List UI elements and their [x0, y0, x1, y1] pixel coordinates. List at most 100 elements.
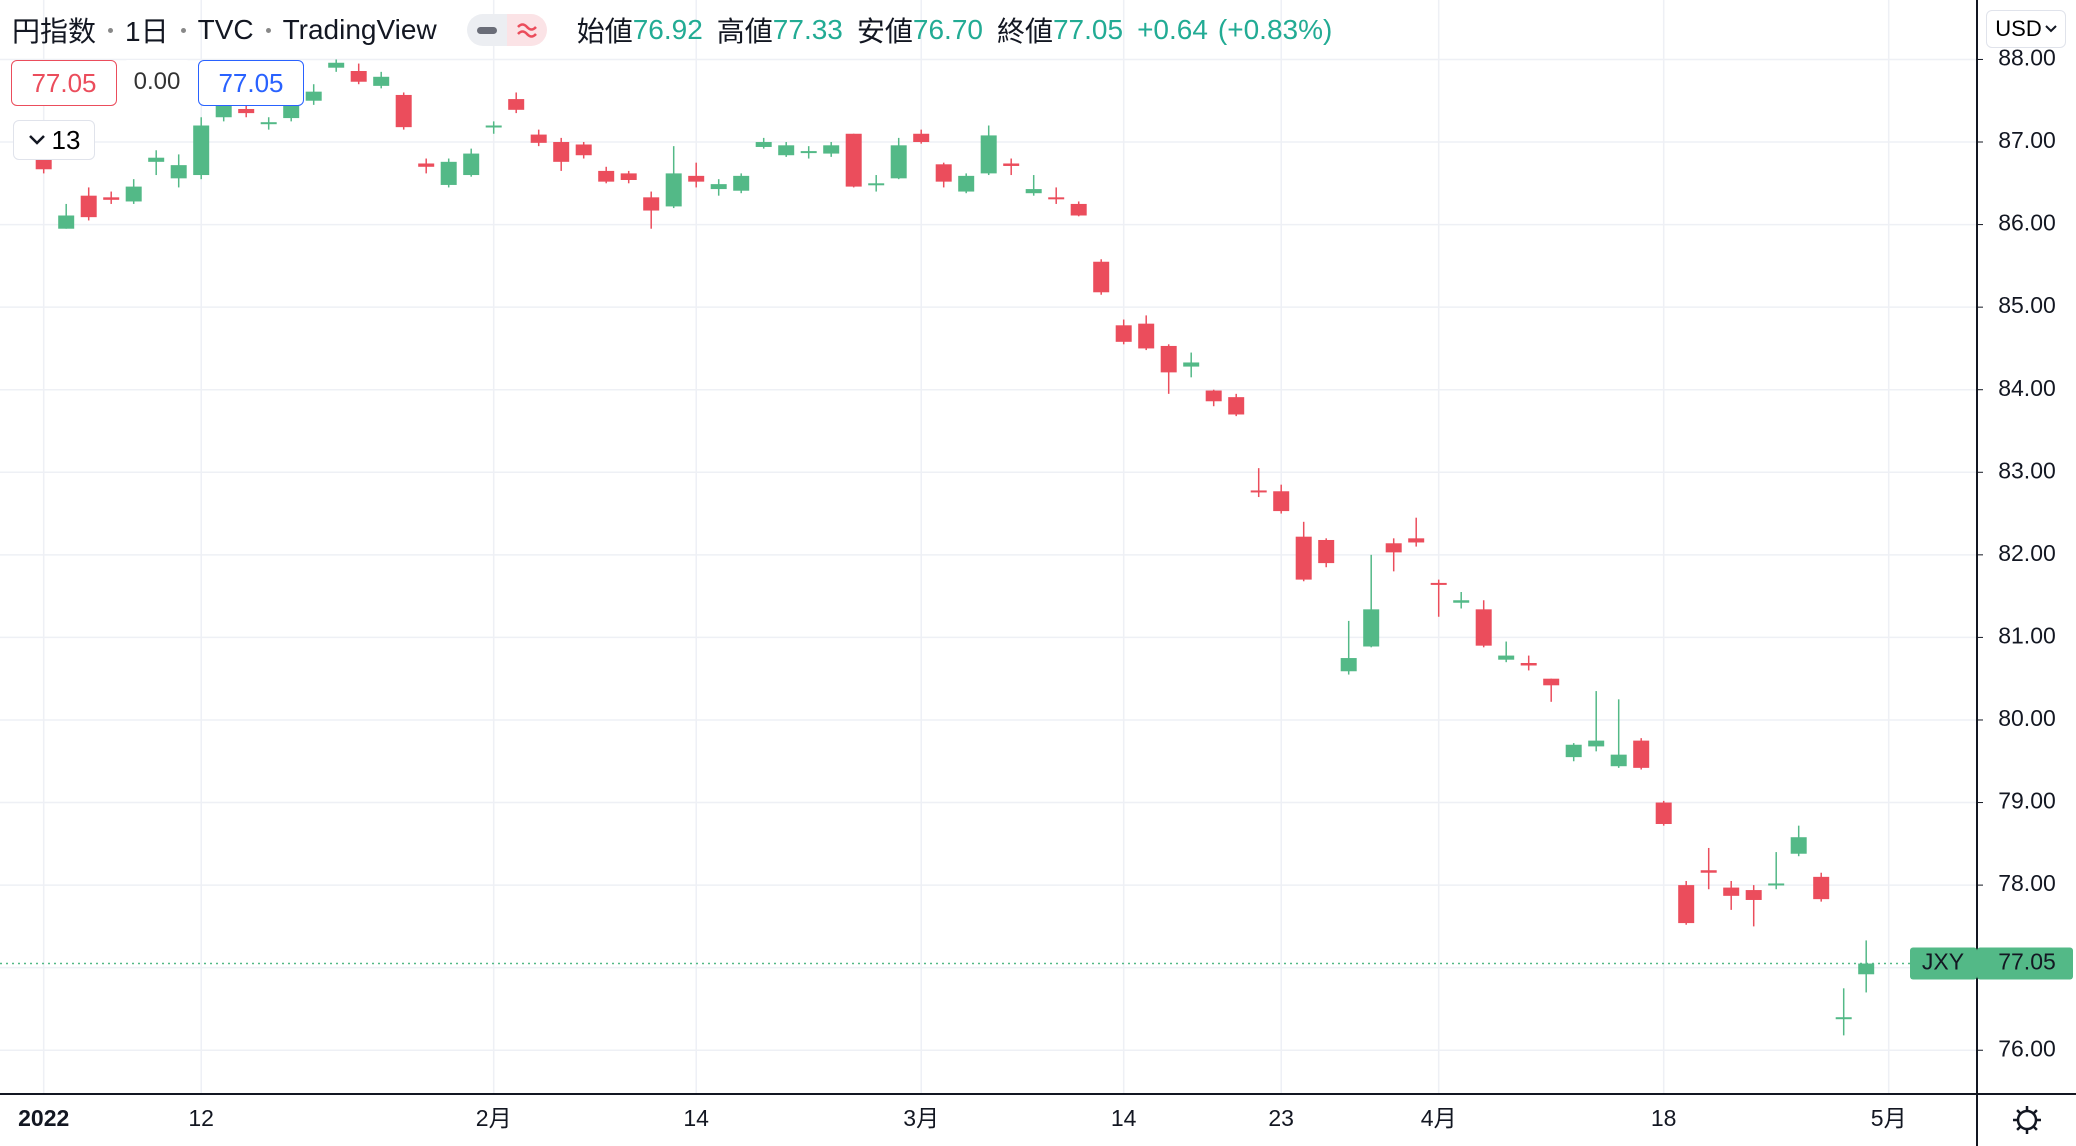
candle-body: [193, 125, 210, 176]
settings-button[interactable]: [2013, 1106, 2041, 1134]
indicator-count: 13: [51, 124, 81, 155]
y-tick-label: 80.00: [1998, 705, 2056, 731]
candle-body: [913, 133, 930, 143]
x-tick-label: 18: [1651, 1105, 1677, 1131]
ohlc-label: 安値: [856, 16, 913, 47]
candle-body: [1475, 609, 1492, 646]
candle-body: [665, 173, 682, 207]
candle-body: [463, 153, 480, 176]
compare-button[interactable]: [506, 14, 547, 46]
currency: USD: [1995, 16, 2042, 41]
header: 円指数 1日 TVC TradingView 始値 76.92 高値 77.33 安…: [12, 10, 1332, 50]
candle-body: [845, 133, 862, 187]
y-tick-label: 81.00: [1998, 622, 2056, 648]
icon: [516, 23, 537, 38]
candle-body: [1768, 883, 1785, 886]
y-tick-label: 88.00: [1998, 45, 2056, 71]
hide-button[interactable]: [466, 14, 507, 46]
ohlc-value: 76.70: [912, 14, 983, 45]
candle-body: [778, 145, 795, 156]
candle-body: [305, 91, 322, 101]
change-percent: (+0.83%): [1217, 14, 1333, 45]
separator: [108, 27, 114, 33]
currency-button[interactable]: USD: [1986, 10, 2066, 48]
candle-body: [1543, 678, 1560, 686]
ohlc-value: 77.33: [772, 14, 843, 45]
candle-body: [1183, 362, 1200, 367]
gear-icon: [2016, 1109, 2038, 1131]
candle-body: [1115, 325, 1132, 342]
y-tick-label: 87.00: [1998, 127, 2056, 153]
chevron: [28, 135, 45, 145]
candle-body: [553, 142, 570, 162]
candle-body: [688, 175, 705, 182]
candle-body: [508, 99, 525, 110]
candle-body: [58, 215, 75, 229]
symbol[interactable]: 円指数: [12, 16, 97, 47]
y-tick-label: 76.00: [1998, 1035, 2056, 1061]
gear-tooth: [2032, 1125, 2038, 1131]
gear-tooth: [2016, 1125, 2022, 1131]
x-tick-label: 23: [1268, 1105, 1294, 1131]
spread: 0.00: [122, 60, 192, 104]
x-tick-label: 12: [188, 1105, 214, 1131]
icon: [476, 26, 497, 34]
interval[interactable]: 1日: [125, 16, 169, 47]
candle-body: [395, 94, 412, 128]
candle-body: [1790, 837, 1807, 854]
candle-body: [1633, 740, 1650, 768]
candle-body: [935, 164, 952, 182]
candle-body: [755, 142, 772, 147]
candle-body: [710, 184, 727, 190]
candle-body: [575, 144, 592, 156]
gear-tooth: [2032, 1109, 2038, 1115]
y-tick-label: 84.00: [1998, 375, 2056, 401]
ohlc-label: 始値: [576, 16, 633, 47]
y-tick-label: 79.00: [1998, 788, 2056, 814]
candle-body: [1363, 609, 1380, 647]
candle-body: [1003, 163, 1020, 166]
candle-body: [1588, 740, 1605, 747]
ohlc-value: 77.05: [1052, 14, 1124, 45]
sell-button[interactable]: 77.05: [11, 60, 117, 106]
candle-body: [1498, 655, 1515, 660]
candle-body: [1813, 876, 1830, 900]
gear-tooth: [2016, 1109, 2022, 1115]
candle-body: [1295, 536, 1312, 580]
y-tick-label: 85.00: [1998, 292, 2056, 318]
candle-body: [260, 122, 277, 125]
symbol-tag-bg: [1910, 947, 1977, 980]
candle-body: [890, 145, 907, 179]
candle-body: [485, 125, 502, 128]
candle-body: [283, 103, 300, 119]
candle-body: [1610, 754, 1627, 767]
candle-body: [980, 135, 997, 174]
candle-body: [1340, 658, 1357, 672]
x-tick-label: 2022: [18, 1105, 69, 1131]
candle-body: [170, 165, 187, 179]
candle-body: [440, 161, 457, 185]
candle-body: [418, 163, 435, 167]
candle-body: [1565, 744, 1582, 758]
candle-body: [350, 71, 367, 82]
candle-body: [1205, 390, 1222, 402]
candle-body: [1835, 1017, 1852, 1020]
indicator-toggle[interactable]: 13: [13, 120, 95, 160]
price-tag-bg: [1977, 947, 2073, 980]
candle-body: [1520, 663, 1537, 666]
candle-body: [1093, 261, 1110, 293]
candle-body: [1858, 963, 1875, 975]
candle-body: [620, 173, 637, 180]
candle-body: [238, 108, 255, 114]
toggle[interactable]: [466, 14, 547, 46]
ohlc-label: 終値: [996, 16, 1053, 47]
y-tick-label: 83.00: [1998, 457, 2056, 483]
candle-body: [1408, 538, 1425, 543]
buy-button[interactable]: 77.05: [198, 60, 304, 106]
candle-body: [1385, 543, 1402, 553]
change: +0.64: [1137, 14, 1208, 45]
candle-body: [1070, 203, 1087, 216]
separator: [265, 27, 271, 33]
